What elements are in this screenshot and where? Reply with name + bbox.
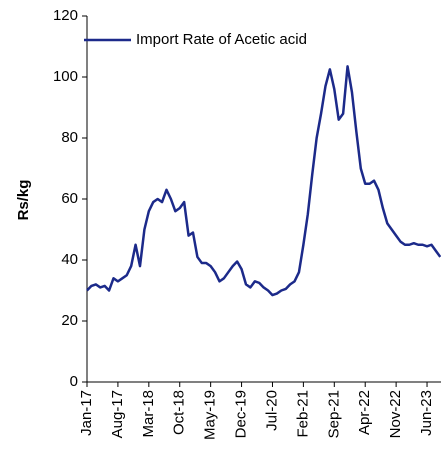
- x-tick-label: Jan-17: [78, 390, 95, 436]
- x-tick-label: Aug-17: [109, 390, 126, 438]
- x-tick-label: Feb-21: [294, 390, 311, 438]
- y-tick-label: 20: [61, 312, 78, 329]
- y-tick-label: 60: [61, 190, 78, 207]
- y-tick-label: 100: [53, 68, 78, 85]
- y-tick-label: 80: [61, 129, 78, 146]
- x-tick-label: Jul-20: [263, 390, 280, 431]
- legend-label: Import Rate of Acetic acid: [136, 31, 307, 48]
- x-tick-label: May-19: [202, 390, 219, 440]
- x-tick-label: Mar-18: [140, 390, 157, 438]
- x-tick-label: Apr-22: [356, 390, 373, 435]
- y-tick-label: 40: [61, 251, 78, 268]
- x-tick-label: Jun-23: [418, 390, 435, 436]
- y-tick-label: 120: [53, 7, 78, 24]
- x-tick-label: Oct-18: [171, 390, 188, 435]
- data-line: [86, 65, 441, 297]
- x-tick-label: Dec-19: [233, 390, 250, 438]
- y-tick-label: 0: [70, 373, 78, 390]
- y-axis-label: Rs/kg: [15, 180, 32, 221]
- x-tick-label: Nov-22: [387, 390, 404, 438]
- x-tick-label: Sep-21: [325, 390, 342, 438]
